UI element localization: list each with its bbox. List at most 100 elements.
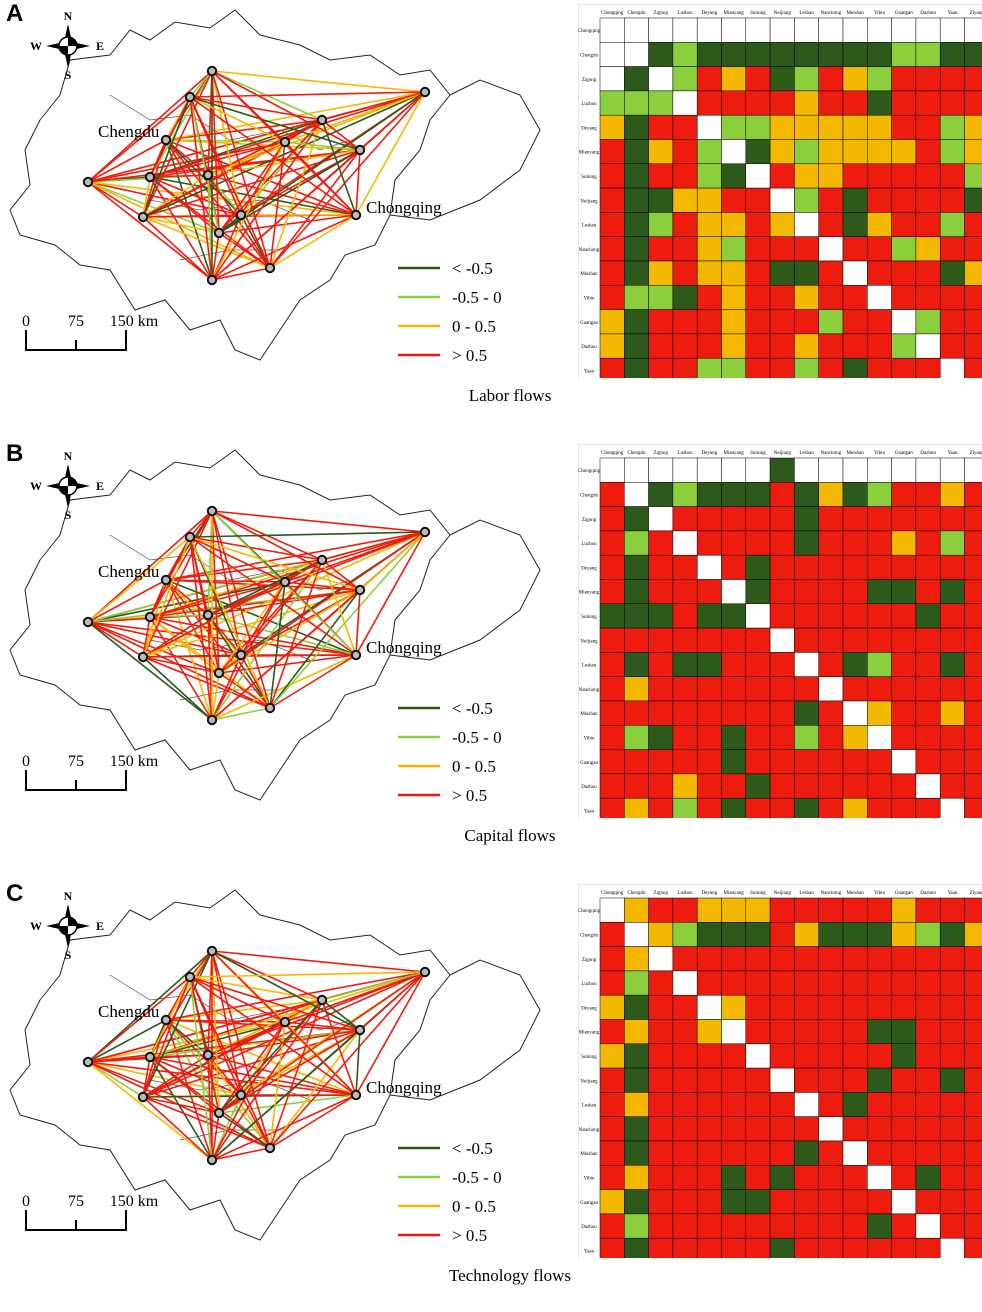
city-node [215,1109,223,1117]
city-node [318,116,326,124]
matrix-cell [867,115,891,139]
matrix-cell [673,971,697,995]
matrix-cell [673,922,697,946]
matrix-row-header: Deyang [581,1006,597,1011]
matrix-cell [746,1020,770,1044]
matrix-cell [819,701,843,725]
matrix-cell [600,531,624,555]
matrix-row-header: Chengdu [580,53,599,58]
matrix-cell [940,42,964,66]
matrix-cell [600,482,624,506]
matrix-cell [770,115,794,139]
matrix-cell [673,358,697,378]
matrix-cell [843,115,867,139]
matrix-row-header: Meishan [580,712,598,717]
matrix-cell [843,1190,867,1214]
matrix-cell [916,628,940,652]
matrix-cell [965,1092,982,1116]
matrix-cell [867,285,891,309]
matrix-cell [746,164,770,188]
matrix-cell [624,898,648,922]
matrix-cell [746,555,770,579]
matrix-cell [867,774,891,798]
matrix-cell [794,750,818,774]
city-node [352,1091,360,1099]
matrix-row-header: Zigong [582,958,597,963]
matrix-cell [600,115,624,139]
city-node [208,716,216,724]
matrix-cell [794,188,818,212]
matrix-cell [673,18,697,42]
matrix-cell [794,140,818,164]
matrix-cell [819,898,843,922]
matrix-cell [770,482,794,506]
matrix-cell [867,91,891,115]
matrix-cell [649,604,673,628]
matrix-cell [746,67,770,91]
matrix-cell [892,1092,916,1116]
compass-w: W [30,479,42,493]
matrix-cell [600,995,624,1019]
matrix-col-header: Nanchong [821,451,842,456]
matrix-cell [916,334,940,358]
matrix-cell [600,604,624,628]
matrix-cell [892,1068,916,1092]
matrix-cell [965,507,982,531]
matrix-cell [794,1214,818,1238]
matrix-cell [600,334,624,358]
matrix-cell [649,18,673,42]
matrix-cell [600,1044,624,1068]
matrix-cell [794,580,818,604]
matrix-cell [722,212,746,236]
matrix-cell [600,652,624,676]
matrix-cell [600,677,624,701]
matrix-cell [649,212,673,236]
matrix-cell [916,971,940,995]
matrix-cell [770,628,794,652]
matrix-cell [697,42,721,66]
matrix-cell [867,725,891,749]
matrix-cell [600,358,624,378]
matrix-cell [673,898,697,922]
matrix-cell [624,188,648,212]
matrix-cell [673,1068,697,1092]
matrix-cell [624,358,648,378]
matrix-row-header: Leshan [582,664,597,669]
matrix-cell [794,42,818,66]
matrix-cell [746,140,770,164]
matrix-col-header: Meishan [847,891,865,896]
legend-label: > 0.5 [452,786,487,805]
matrix-cell [746,701,770,725]
matrix-cell [600,898,624,922]
matrix-cell [965,628,982,652]
matrix-cell [600,725,624,749]
matrix-cell [892,1214,916,1238]
matrix-cell [624,1117,648,1141]
city-node [318,996,326,1004]
matrix-cell [867,1068,891,1092]
matrix-cell [867,1092,891,1116]
compass-s: S [65,508,72,522]
matrix-cell [649,580,673,604]
matrix-cell [722,1238,746,1258]
city-node [266,1144,274,1152]
matrix-cell [624,971,648,995]
legend-label: < -0.5 [452,259,493,278]
matrix-cell [673,1117,697,1141]
matrix-cell [819,285,843,309]
matrix-cell [794,67,818,91]
matrix-cell [843,922,867,946]
matrix-cell [892,604,916,628]
matrix-cell [819,971,843,995]
panel-caption: Capital flows [360,826,660,846]
matrix-cell [843,1238,867,1258]
scale-tick-label: 0 [22,1193,30,1210]
matrix-cell [819,725,843,749]
matrix-cell [940,507,964,531]
matrix-cell [794,1165,818,1189]
matrix-cell [697,555,721,579]
matrix-cell [697,1190,721,1214]
matrix-cell [794,285,818,309]
